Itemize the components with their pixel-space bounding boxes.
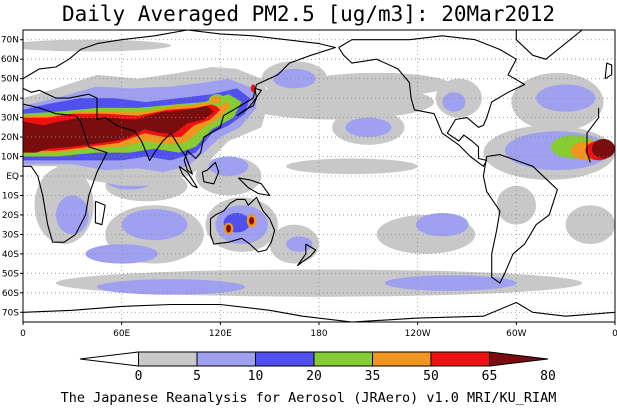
region-australia-hotspot-east xyxy=(249,216,255,225)
colorbar-swatch xyxy=(313,351,373,367)
coastlines xyxy=(23,30,615,322)
coast-indonesia-sumatra xyxy=(178,165,198,189)
colorbar-swatch xyxy=(196,351,256,367)
lat-label: 60N xyxy=(1,55,19,65)
lat-label: 40S xyxy=(2,250,19,260)
coast-antarctica-edge xyxy=(23,301,615,322)
coast-australia-coast xyxy=(209,196,276,253)
lat-label: 40N xyxy=(1,94,19,104)
coast-new-guinea xyxy=(238,177,271,197)
lon-label: 120W xyxy=(405,329,431,339)
region-east-asia-orange xyxy=(210,96,221,104)
region-japan-hotspot xyxy=(250,84,256,93)
latitude-labels: 70N 60N 50N 40N 30N 20N 10N EQ 10S 20S 30S 40S 50S 60… xyxy=(1,36,23,318)
region-saharan-dust-outflow xyxy=(591,139,615,159)
lat-label: 30N xyxy=(1,114,19,124)
lon-label: 180 xyxy=(310,329,327,339)
colorbar-label: 65 xyxy=(482,369,498,384)
region-south-pacific-east-blue xyxy=(416,212,469,237)
region-maritime-continent-blue xyxy=(208,156,249,176)
lat-label: 20S xyxy=(2,211,19,221)
region-southern-ocean-blue-2 xyxy=(97,279,245,295)
region-northeast-pacific-blue xyxy=(345,117,392,138)
coast-indonesia-borneo xyxy=(201,161,220,185)
lat-label: 50N xyxy=(1,75,19,85)
lon-label: 0 xyxy=(612,329,617,339)
colorbar-swatch xyxy=(138,351,198,367)
region-south-america xyxy=(496,185,537,225)
colorbar-label: 50 xyxy=(423,369,439,384)
region-indian-ocean-south-blue xyxy=(121,209,188,241)
map-title: Daily Averaged PM2.5 [ug/m3]: 20Mar2012 xyxy=(61,2,556,26)
lon-label: 60E xyxy=(113,329,130,339)
region-south-indian-blue xyxy=(85,244,158,264)
region-asia-dust-core xyxy=(23,105,214,153)
lat-label: 60S xyxy=(2,289,19,299)
region-north-america-blue xyxy=(442,92,466,112)
region-australia-hotspot-west xyxy=(226,224,232,233)
colorbar-label: 5 xyxy=(193,369,201,384)
coast-north-america-coast xyxy=(338,35,526,167)
region-north-pacific-west-blue xyxy=(272,68,316,89)
colorbar-swatch xyxy=(489,351,549,367)
coast-south-america-coast xyxy=(482,154,558,284)
coast-japan xyxy=(236,87,262,117)
coast-madagascar xyxy=(94,200,106,226)
colorbar-swatch xyxy=(372,351,432,367)
colorbar-label: 0 xyxy=(135,369,143,384)
lat-label: EQ xyxy=(6,172,19,182)
colorbar-swatch xyxy=(430,351,490,367)
region-arctic-band xyxy=(23,39,171,52)
region-southern-ocean-blue xyxy=(384,275,517,291)
colorbar-label: 80 xyxy=(540,369,556,384)
colorbar-label: 10 xyxy=(248,369,264,384)
colorbar-label: 20 xyxy=(306,369,322,384)
longitude-labels: 0 60E 120E 180 120W 60W 0 xyxy=(20,322,617,339)
concentration-layer xyxy=(23,39,615,297)
colorbar: 0 5 10 20 35 50 65 80 xyxy=(79,351,556,384)
colorbar-swatch xyxy=(255,351,315,367)
lat-label: 30S xyxy=(2,230,19,240)
region-equatorial-pacific xyxy=(286,158,418,175)
colorbar-swatch xyxy=(79,351,139,367)
lon-label: 0 xyxy=(20,329,26,339)
lat-label: 10S xyxy=(2,191,19,201)
lat-label: 20N xyxy=(1,133,19,143)
footer-credit: The Japanese Reanalysis for Aerosol (JRA… xyxy=(60,390,557,406)
graticule xyxy=(23,30,615,322)
coast-greenland-coast xyxy=(515,30,583,60)
lat-label: 70N xyxy=(1,36,19,46)
coast-new-zealand xyxy=(297,243,317,267)
lon-label: 120E xyxy=(209,329,232,339)
region-south-atlantic xyxy=(565,205,615,245)
region-tasman-sea-blue xyxy=(286,236,313,252)
colorbar-label: 35 xyxy=(365,369,381,384)
coast-africa-coast-2 xyxy=(586,107,600,163)
lat-label: 70S xyxy=(2,308,19,318)
lat-label: 50S xyxy=(2,269,19,279)
lon-label: 60W xyxy=(506,329,526,339)
coast-europe-asia-coast xyxy=(23,30,336,175)
region-north-atlantic-blue xyxy=(536,84,596,112)
coast-uk xyxy=(604,62,613,80)
lat-label: 10N xyxy=(1,153,19,163)
coast-africa-coast-1 xyxy=(23,103,108,243)
